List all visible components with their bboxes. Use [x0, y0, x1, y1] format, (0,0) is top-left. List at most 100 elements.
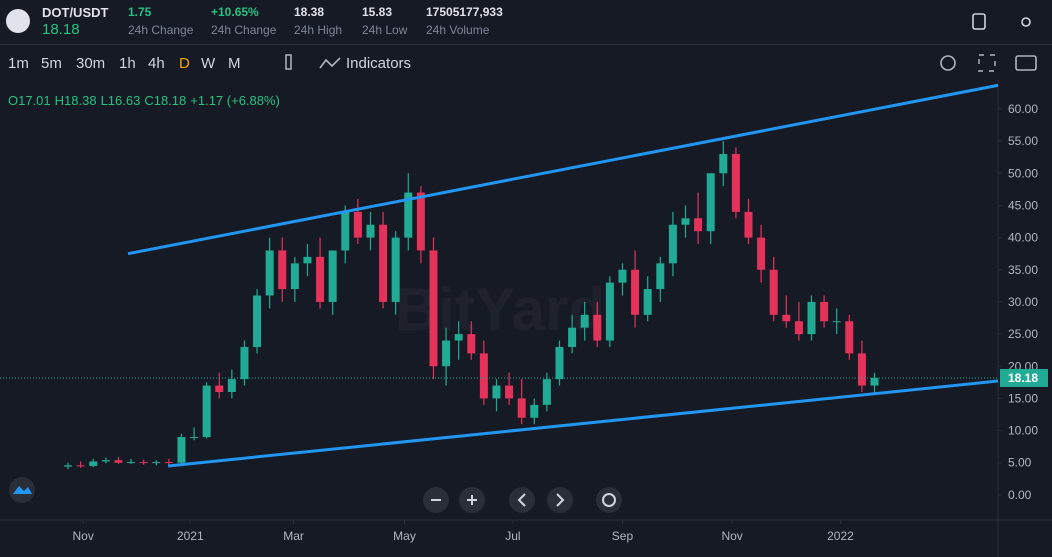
- stat-value: 17505177,933: [426, 5, 503, 19]
- toolbar-icons[interactable]: [285, 54, 1037, 72]
- x-tick-label: Sep: [612, 529, 634, 543]
- candle-body: [164, 462, 173, 464]
- ohlc-legend: O17.01 H18.38 L16.63 C18.18 +1.17 (+6.88%): [8, 93, 284, 108]
- x-tick-label: 2021: [177, 529, 204, 543]
- candle-body: [253, 295, 262, 347]
- coin-logo: [6, 9, 30, 33]
- candle-body: [580, 314, 589, 328]
- header: DOT/USDT 18.18 1.75 24h Change +10.65% 24h …: [0, 0, 1052, 45]
- candle-body: [870, 377, 879, 386]
- candle-body: [416, 192, 425, 251]
- candle-body: [706, 173, 715, 232]
- candle-body: [857, 353, 866, 386]
- candle-body: [442, 340, 451, 367]
- y-tick-label: 60.00: [1008, 102, 1038, 116]
- stat-label: 24h Volume: [426, 23, 490, 37]
- candle-body: [744, 211, 753, 238]
- interval-button[interactable]: W: [201, 55, 216, 72]
- stat: 17505177,933 24h Volume: [426, 5, 503, 37]
- y-tick-label: 0.00: [1008, 488, 1032, 502]
- candle-body: [820, 301, 829, 322]
- candle-body: [731, 153, 740, 212]
- candle-body: [303, 256, 312, 264]
- candle-body: [530, 404, 539, 418]
- interval-button[interactable]: 1h: [119, 55, 136, 72]
- candle-body: [278, 250, 287, 290]
- x-tick-label: 2022: [827, 529, 854, 543]
- candle-body: [429, 250, 438, 367]
- logo-icon: [13, 486, 32, 494]
- candle-body: [152, 462, 161, 464]
- candle-body: [769, 269, 778, 315]
- interval-button[interactable]: 5m: [41, 55, 62, 72]
- candle-body: [656, 263, 665, 290]
- last-price-label: 18.18: [1008, 371, 1038, 385]
- y-tick-label: 55.00: [1008, 134, 1038, 148]
- x-tick-label: May: [393, 529, 416, 543]
- candle-body: [139, 462, 148, 464]
- candle-body: [782, 314, 791, 322]
- x-tick-label: Nov: [72, 529, 93, 543]
- stat-label: 24h Low: [362, 23, 408, 37]
- pair[interactable]: DOT/USDT: [42, 5, 109, 20]
- stat-value: +10.65%: [211, 5, 259, 19]
- candle-body: [467, 334, 476, 354]
- y-tick-label: 45.00: [1008, 198, 1038, 212]
- interval-button[interactable]: D: [179, 55, 190, 72]
- candle-body: [832, 321, 841, 323]
- candle-body: [618, 269, 627, 283]
- candle-body: [290, 263, 299, 290]
- candle-body: [227, 379, 236, 392]
- interval-button[interactable]: M: [228, 55, 241, 72]
- candle-body: [240, 346, 249, 380]
- zoom-controls[interactable]: [423, 487, 622, 513]
- indicators-button[interactable]: Indicators: [346, 55, 412, 72]
- candle-body: [542, 379, 551, 405]
- y-tick-label: 15.00: [1008, 391, 1038, 405]
- candle-body: [127, 462, 136, 464]
- y-tick-label: 50.00: [1008, 166, 1038, 180]
- candle-body: [492, 385, 501, 399]
- candle-body: [694, 218, 703, 232]
- candle-body: [215, 385, 224, 392]
- interval-button[interactable]: 1m: [8, 55, 29, 72]
- candle-body: [643, 289, 652, 315]
- interval-button[interactable]: 30m: [76, 55, 106, 72]
- candle-body: [64, 465, 73, 467]
- trendline: [167, 379, 998, 468]
- candle-body: [517, 398, 526, 418]
- low: L16.63: [100, 93, 141, 108]
- candle-body: [505, 385, 514, 399]
- header-icons[interactable]: [970, 12, 1040, 32]
- interval-button[interactable]: 4h: [148, 55, 165, 72]
- candle-body: [341, 211, 350, 251]
- candle-body: [807, 301, 816, 335]
- candle-body: [757, 237, 766, 270]
- candle-body: [719, 153, 728, 174]
- candle-body: [366, 224, 375, 238]
- stat: +10.65% 24h Change: [211, 5, 276, 37]
- candle-body: [668, 224, 677, 264]
- candle-body: [794, 321, 803, 335]
- candle-body: [89, 461, 98, 466]
- candle-body: [190, 437, 199, 439]
- candle-body: [404, 192, 413, 238]
- candle-body: [631, 269, 640, 315]
- candle-body: [454, 334, 463, 341]
- stat: 1.75 24h Change: [128, 5, 193, 37]
- stat-label: 24h Change: [128, 23, 194, 37]
- y-tick-label: 40.00: [1008, 231, 1038, 245]
- high: H18.38: [54, 93, 97, 108]
- candle-body: [568, 327, 577, 347]
- candle-body: [391, 237, 400, 302]
- stat: 15.83 24h Low: [362, 5, 407, 37]
- candle-body: [316, 256, 325, 302]
- close: C18.18: [144, 93, 187, 108]
- candle-body: [202, 385, 211, 438]
- candle-body: [845, 321, 854, 354]
- stat: 18.38 24h High: [294, 5, 342, 37]
- trendline: [127, 83, 998, 256]
- stat-label: 24h Change: [211, 23, 277, 37]
